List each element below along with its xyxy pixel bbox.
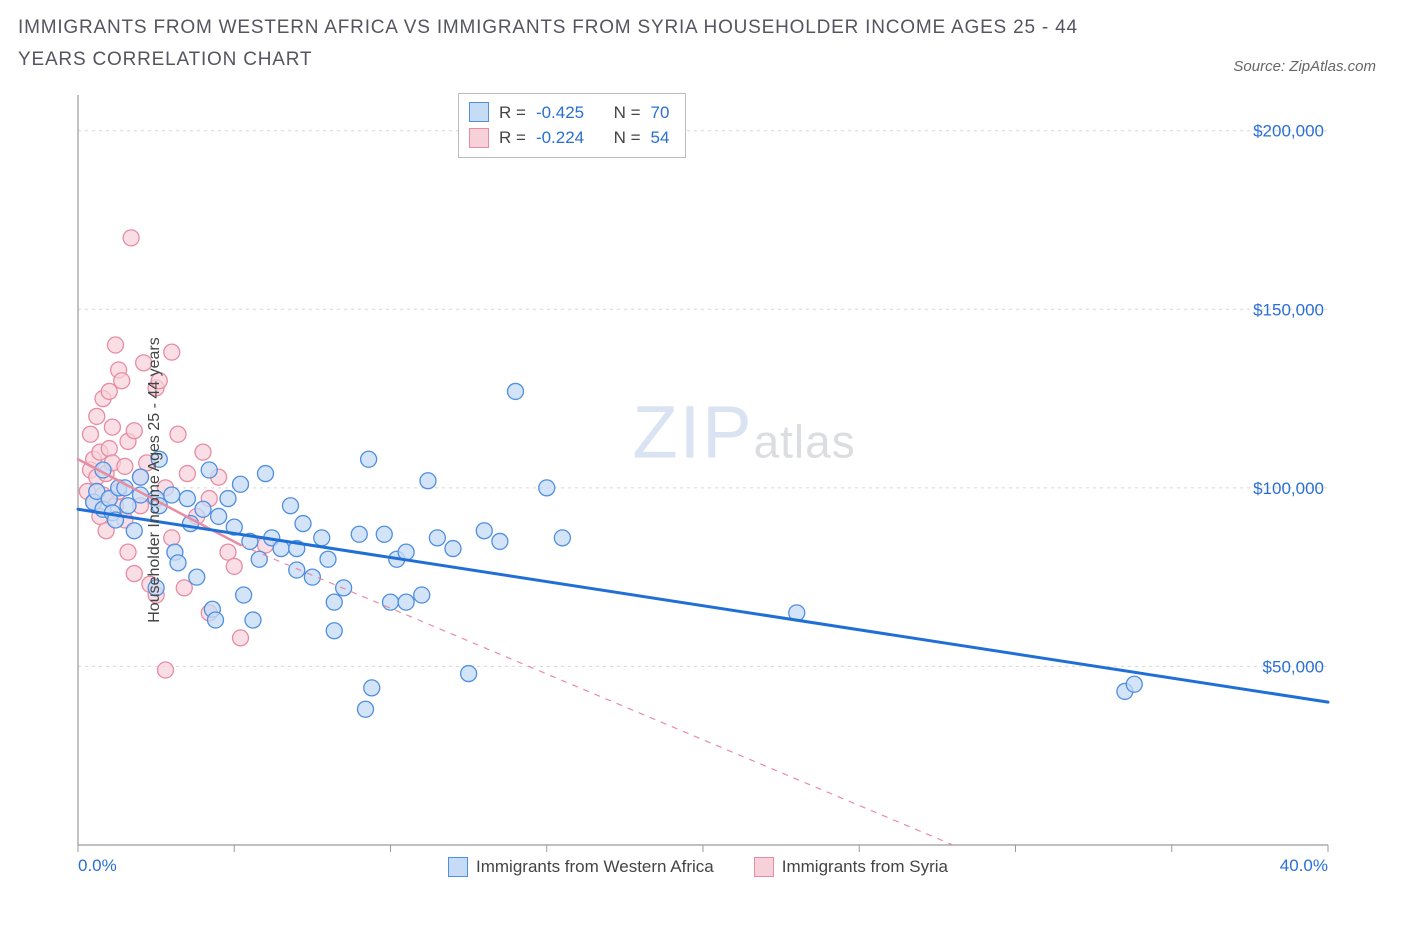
swatch-series2: [469, 128, 489, 148]
svg-text:40.0%: 40.0%: [1280, 856, 1328, 875]
swatch-series2-bottom: [754, 857, 774, 877]
legend-label-series2: Immigrants from Syria: [782, 857, 948, 877]
svg-text:$50,000: $50,000: [1263, 657, 1324, 676]
y-axis-title: Householder Income Ages 25 - 44 years: [146, 337, 164, 623]
svg-text:$200,000: $200,000: [1253, 121, 1324, 140]
chart-title: IMMIGRANTS FROM WESTERN AFRICA VS IMMIGR…: [18, 12, 1138, 77]
swatch-series1-bottom: [448, 857, 468, 877]
source-name: ZipAtlas.com: [1289, 58, 1376, 75]
legend-item-series2: Immigrants from Syria: [754, 857, 948, 877]
source-label: Source:: [1233, 58, 1289, 75]
scatter-chart: 0.0% 40.0% $50,000 $100,000 $150,000 $200,000: [18, 85, 1348, 875]
stats-legend: R = -0.425 N = 70 R = -0.224 N = 54: [458, 93, 686, 158]
svg-text:$150,000: $150,000: [1253, 300, 1324, 319]
r-value-series1: -0.425: [536, 100, 584, 126]
r-label: R =: [499, 125, 526, 151]
source-attribution: Source: ZipAtlas.com: [1233, 58, 1376, 75]
stats-row-series1: R = -0.425 N = 70: [469, 100, 669, 126]
swatch-series1: [469, 102, 489, 122]
r-label: R =: [499, 100, 526, 126]
legend-item-series1: Immigrants from Western Africa: [448, 857, 714, 877]
chart-container: Householder Income Ages 25 - 44 years ZI…: [18, 85, 1388, 875]
r-value-series2: -0.224: [536, 125, 584, 151]
n-label: N =: [614, 100, 641, 126]
n-label: N =: [614, 125, 641, 151]
stats-row-series2: R = -0.224 N = 54: [469, 125, 669, 151]
n-value-series1: 70: [651, 100, 670, 126]
n-value-series2: 54: [651, 125, 670, 151]
svg-text:0.0%: 0.0%: [78, 856, 117, 875]
series-legend: Immigrants from Western Africa Immigrant…: [448, 857, 948, 877]
legend-label-series1: Immigrants from Western Africa: [476, 857, 714, 877]
svg-text:$100,000: $100,000: [1253, 478, 1324, 497]
